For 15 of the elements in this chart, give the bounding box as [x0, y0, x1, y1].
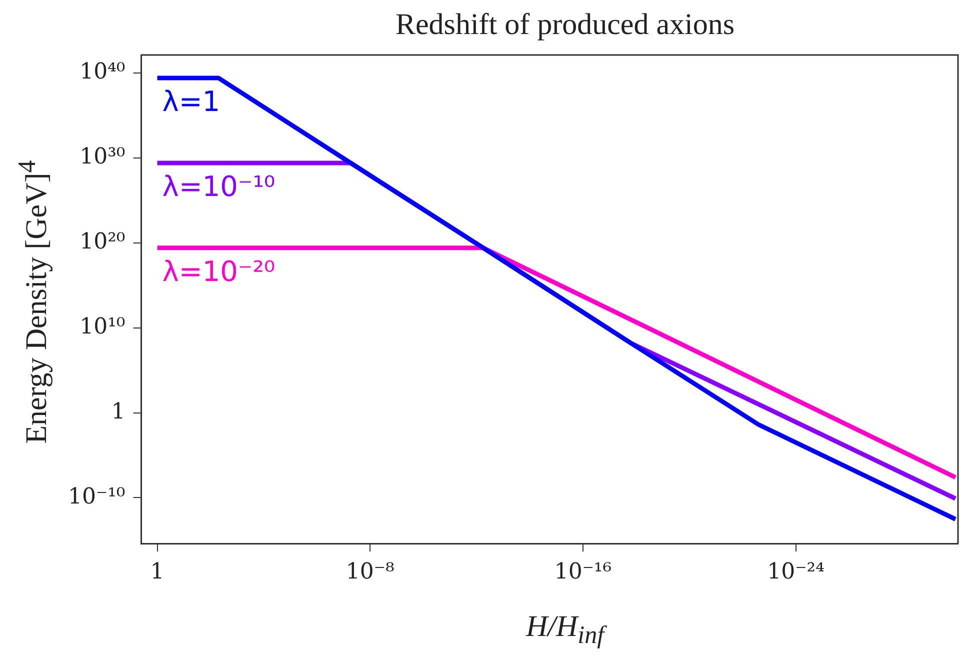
- chart-title: Redshift of produced axions: [394, 8, 736, 42]
- series-label: λ=10⁻¹⁰: [162, 170, 276, 204]
- x-tick-label: 10⁻¹⁶: [554, 560, 612, 585]
- x-axis-title: H/H$_{inf}$: [524, 610, 608, 650]
- series-label: λ=10⁻²⁰: [162, 255, 276, 288]
- series-label: λ=1: [162, 85, 220, 118]
- x-tick-label: 10⁻⁸: [346, 560, 394, 585]
- y-tick-label: 10³⁰: [80, 144, 126, 170]
- y-tick-label: 10⁻¹⁰: [68, 484, 126, 510]
- y-tick-label: 10¹⁰: [80, 314, 126, 340]
- x-tick-label: 1: [150, 560, 164, 585]
- y-tick-label: 1: [111, 399, 126, 424]
- x-tick-label: 10⁻²⁴: [767, 560, 825, 585]
- y-tick-label: 10²⁰: [80, 230, 126, 255]
- y-tick-label: 10⁴⁰: [80, 60, 126, 85]
